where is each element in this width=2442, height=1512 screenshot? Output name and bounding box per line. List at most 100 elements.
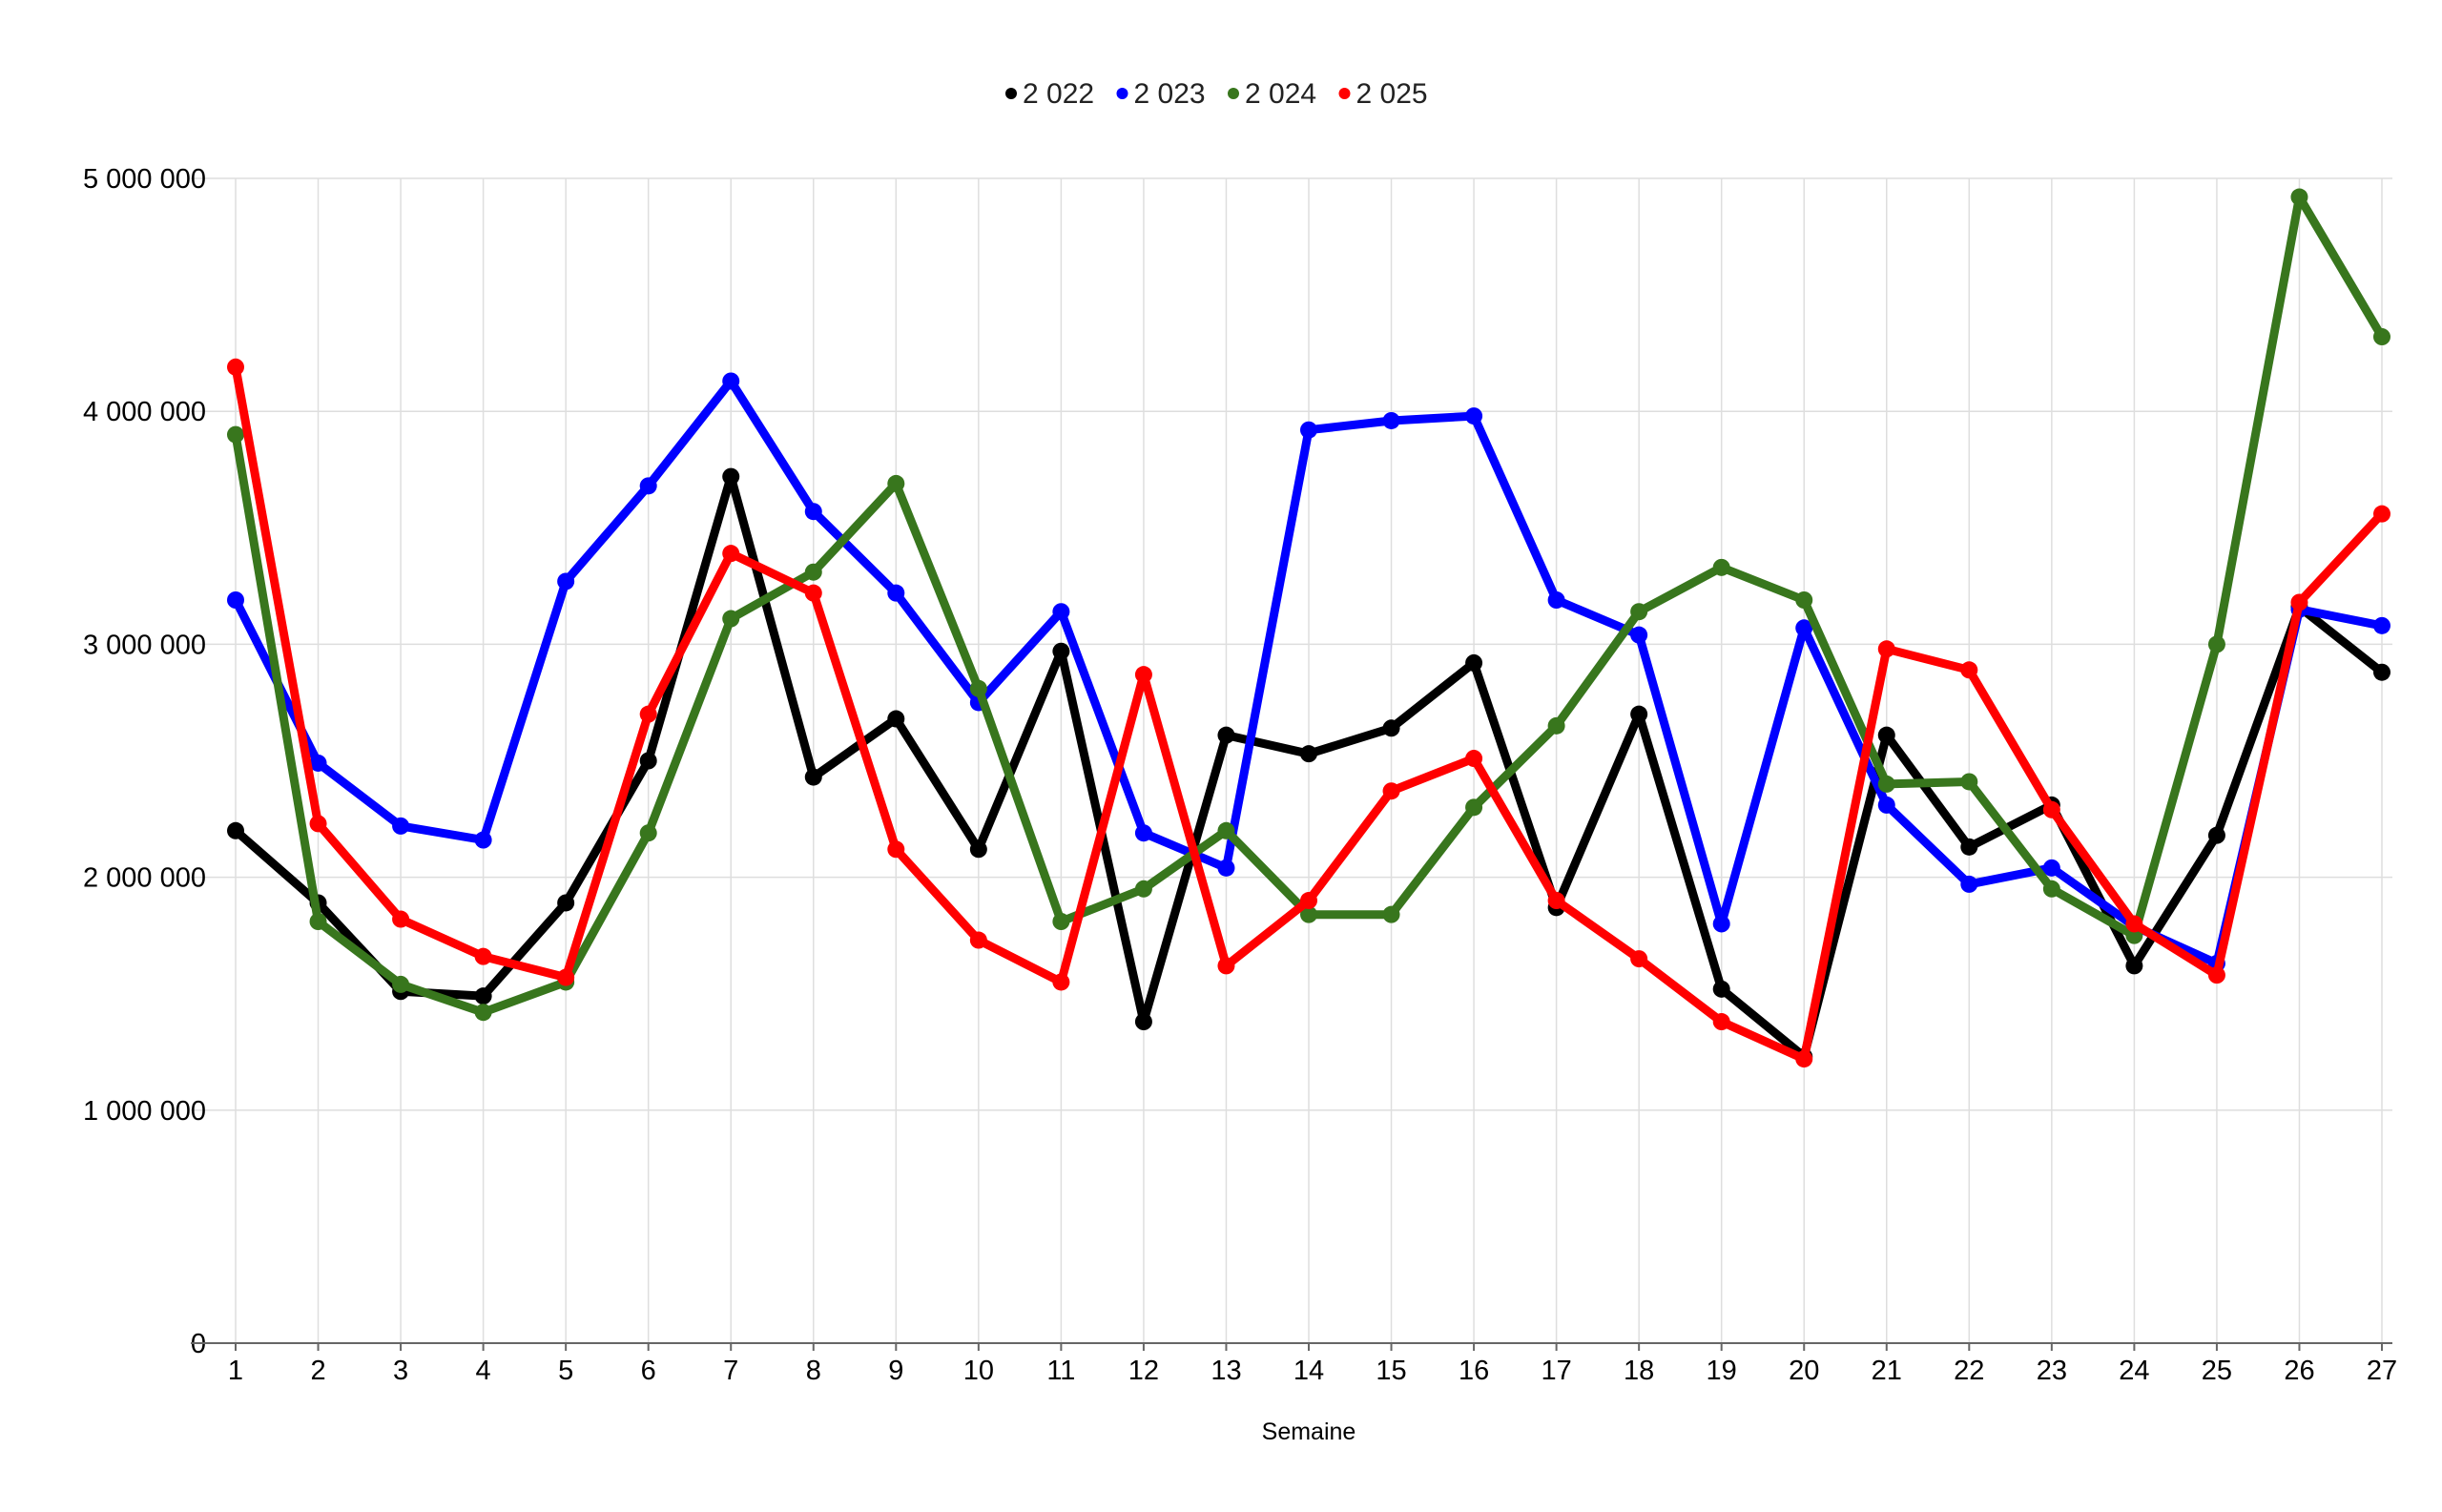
data-point: [1960, 838, 1978, 856]
x-tick-label: 27: [2367, 1356, 2397, 1386]
data-point: [1217, 859, 1235, 877]
x-tick-label: 3: [393, 1356, 408, 1386]
x-tick-label: 26: [2284, 1356, 2314, 1386]
data-point: [557, 894, 575, 912]
data-point: [1134, 666, 1152, 684]
data-point: [1217, 726, 1235, 744]
data-point: [1134, 1013, 1152, 1031]
data-point: [2373, 328, 2390, 346]
data-point: [2373, 505, 2390, 523]
data-point: [474, 947, 492, 965]
series-2023: [227, 372, 2390, 972]
data-point: [1712, 558, 1730, 576]
y-tick-label: 3 000 000: [83, 630, 206, 660]
legend-item[interactable]: 2 024: [1228, 78, 1316, 110]
data-point: [804, 503, 822, 521]
data-point: [1960, 875, 1978, 893]
legend-item[interactable]: 2 022: [1005, 78, 1094, 110]
x-tick-label: 10: [963, 1356, 994, 1386]
x-tick-label: 24: [2119, 1356, 2149, 1386]
legend-marker: [1228, 88, 1239, 99]
data-point: [1052, 642, 1070, 660]
data-point: [1630, 950, 1648, 968]
data-point: [887, 584, 905, 602]
x-tick-label: 4: [476, 1356, 491, 1386]
x-tick-label: 25: [2202, 1356, 2232, 1386]
data-point: [2373, 663, 2390, 681]
data-point: [1795, 1050, 1813, 1068]
x-tick-label: 16: [1459, 1356, 1489, 1386]
data-point: [804, 768, 822, 786]
grid-layer: [191, 177, 2392, 1343]
x-tick-label: 21: [1872, 1356, 1902, 1386]
data-point: [1877, 726, 1895, 744]
legend[interactable]: 2 022 2 023 2 024 2 025: [1005, 78, 1428, 110]
y-tick-label: 5 000 000: [83, 164, 206, 195]
data-point: [392, 975, 410, 993]
series-2025: [227, 358, 2390, 1068]
data-point: [1795, 619, 1813, 637]
data-point: [557, 968, 575, 986]
data-point: [1547, 716, 1565, 735]
data-point: [1052, 912, 1070, 930]
data-point: [1217, 957, 1235, 975]
data-point: [1795, 591, 1813, 610]
data-point: [1630, 705, 1648, 723]
x-tick-label: 14: [1293, 1356, 1324, 1386]
legend-label: 2 024: [1245, 78, 1316, 110]
x-tick-label: 2: [310, 1356, 325, 1386]
x-tick-label: 17: [1541, 1356, 1571, 1386]
x-tick-label: 19: [1707, 1356, 1737, 1386]
data-point: [1382, 411, 1400, 429]
data-point: [227, 358, 244, 376]
series-layer: [227, 188, 2390, 1068]
data-point: [1877, 640, 1895, 658]
data-point: [1712, 980, 1730, 998]
data-point: [2042, 859, 2060, 877]
x-tick-label: 9: [888, 1356, 903, 1386]
data-point: [1300, 745, 1317, 763]
data-point: [474, 1004, 492, 1022]
data-point: [639, 824, 657, 842]
data-point: [722, 467, 740, 486]
data-point: [309, 815, 327, 833]
data-point: [2125, 957, 2143, 975]
data-point: [887, 840, 905, 859]
data-point: [804, 563, 822, 581]
x-tick-label: 6: [641, 1356, 656, 1386]
legend-marker: [1338, 88, 1351, 99]
y-tick-label: 2 000 000: [83, 863, 206, 894]
legend-item[interactable]: 2 025: [1338, 78, 1428, 110]
data-point: [227, 591, 244, 610]
x-tick-label: 20: [1789, 1356, 1819, 1386]
x-tick-label: 22: [1954, 1356, 1984, 1386]
data-point: [1712, 915, 1730, 933]
data-point: [2207, 826, 2225, 844]
y-tick-label: 4 000 000: [83, 397, 206, 427]
data-point: [1465, 653, 1483, 672]
data-point: [722, 372, 740, 390]
data-point: [1217, 821, 1235, 839]
data-point: [722, 610, 740, 628]
data-point: [474, 831, 492, 849]
legend-marker: [1116, 88, 1128, 99]
data-point: [969, 840, 987, 859]
data-point: [1630, 603, 1648, 621]
data-point: [1877, 775, 1895, 793]
data-point: [227, 425, 244, 444]
legend-label: 2 023: [1134, 78, 1206, 110]
data-point: [1382, 905, 1400, 923]
data-point: [1547, 892, 1565, 910]
data-point: [1712, 1013, 1730, 1031]
x-tick-label: 1: [228, 1356, 243, 1386]
legend-marker: [1005, 88, 1017, 99]
data-point: [1300, 892, 1317, 910]
legend-item[interactable]: 2 023: [1116, 78, 1206, 110]
data-point: [1960, 773, 1978, 791]
data-point: [2290, 188, 2308, 206]
data-point: [1134, 824, 1152, 842]
data-point: [474, 987, 492, 1005]
legend-label: 2 025: [1356, 78, 1428, 110]
